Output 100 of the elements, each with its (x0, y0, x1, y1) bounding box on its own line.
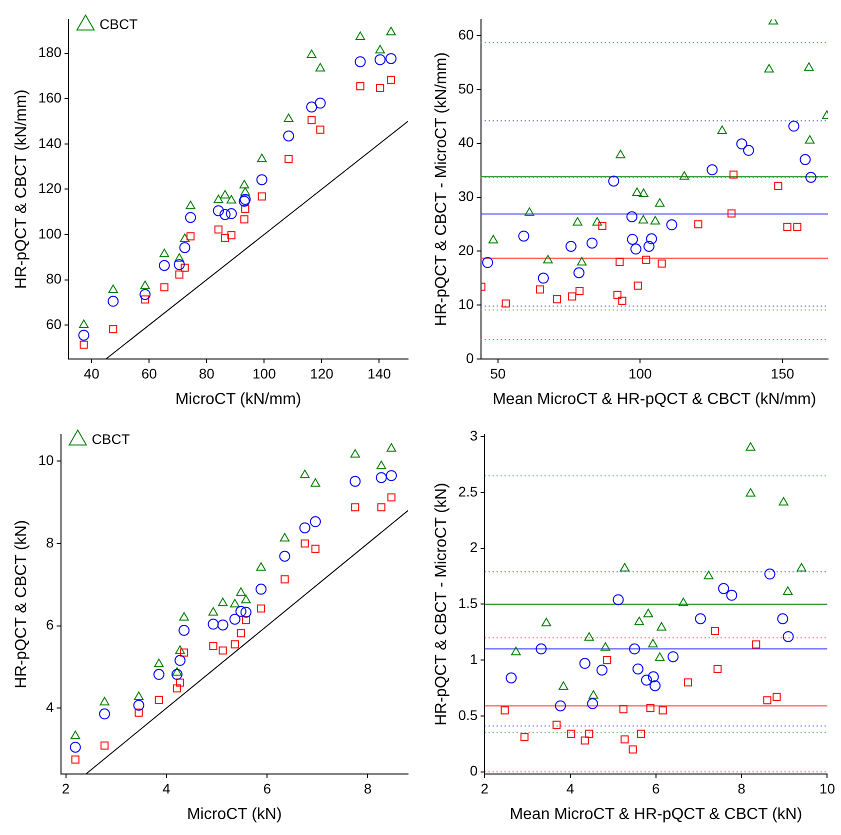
x-axis-title: Mean MicroCT & HR-pQCT & CBCT (kN/mm) (492, 390, 816, 408)
point (140, 288, 151, 300)
point (554, 700, 566, 712)
point (536, 643, 547, 654)
point (641, 674, 652, 686)
y-tick-label: 10 (38, 452, 54, 468)
point (99, 708, 110, 720)
point (777, 613, 788, 624)
point (553, 295, 562, 304)
point (70, 730, 80, 740)
point (634, 616, 644, 626)
point (240, 187, 250, 196)
point (230, 598, 240, 608)
point (616, 150, 626, 158)
x-tick-label: 150 (770, 365, 794, 382)
point (356, 82, 364, 90)
point (256, 562, 266, 571)
point (694, 220, 702, 228)
point (300, 539, 309, 548)
point (178, 624, 190, 636)
point (140, 280, 150, 290)
x-tick-label: 8 (738, 780, 746, 796)
point (654, 198, 665, 207)
point (236, 629, 245, 638)
point (666, 219, 678, 230)
point (354, 56, 366, 68)
point (598, 222, 606, 230)
point (78, 320, 89, 328)
x-tick-label: 80 (198, 365, 215, 382)
x-tick-label: 40 (84, 365, 100, 382)
point (227, 231, 236, 240)
point (579, 658, 590, 669)
point (134, 708, 143, 717)
point (109, 325, 118, 334)
point (351, 503, 360, 512)
point (524, 207, 534, 216)
point (174, 259, 185, 270)
point (511, 646, 521, 656)
point (658, 706, 667, 714)
point (387, 493, 396, 502)
point (596, 664, 608, 676)
point (536, 285, 544, 294)
y-tick-label: 1.5 (458, 595, 478, 612)
x-tick-label: 4 (566, 780, 574, 796)
point (650, 680, 661, 692)
point (240, 215, 248, 224)
point (300, 470, 310, 478)
y-tick-label: 80 (46, 270, 62, 287)
point (377, 503, 386, 512)
point (160, 283, 168, 292)
point (543, 254, 553, 264)
point (350, 449, 360, 458)
point (214, 194, 224, 204)
point (257, 154, 267, 162)
point (186, 232, 195, 240)
point (782, 631, 794, 642)
point (172, 684, 182, 692)
point (638, 214, 648, 224)
point (642, 256, 650, 264)
point (764, 568, 776, 580)
point (257, 604, 266, 613)
point (632, 663, 644, 674)
point (256, 584, 267, 595)
point (242, 616, 250, 624)
point (668, 651, 679, 662)
x-tick-label: 8 (364, 780, 372, 796)
x-tick-label: 4 (162, 780, 171, 796)
point (752, 640, 760, 648)
point (600, 642, 610, 651)
point (176, 678, 184, 687)
point (552, 720, 561, 729)
point (180, 234, 190, 242)
x-tick-label: 120 (310, 365, 334, 382)
point (804, 62, 814, 71)
point (684, 678, 692, 686)
point (374, 54, 386, 66)
y-tick-label: 1 (470, 650, 478, 667)
point (284, 114, 294, 122)
point (585, 730, 594, 738)
point (311, 544, 320, 553)
point (658, 260, 666, 268)
point (217, 619, 228, 630)
point (746, 488, 756, 497)
point (218, 598, 228, 606)
point (283, 130, 294, 142)
point (729, 170, 738, 179)
point (628, 745, 637, 754)
point (314, 98, 326, 109)
point (134, 692, 144, 700)
point (558, 681, 568, 690)
point (654, 652, 665, 661)
point (280, 575, 289, 584)
x-tick-label: 6 (263, 780, 272, 796)
y-tick-label: 10 (458, 296, 474, 312)
point (386, 76, 396, 84)
point (221, 234, 230, 242)
point (580, 736, 589, 745)
point (587, 698, 598, 710)
point (214, 225, 222, 234)
y-axis-title: HR-pQCT & CBCT - MicroCT (kN/mm) (433, 52, 450, 326)
